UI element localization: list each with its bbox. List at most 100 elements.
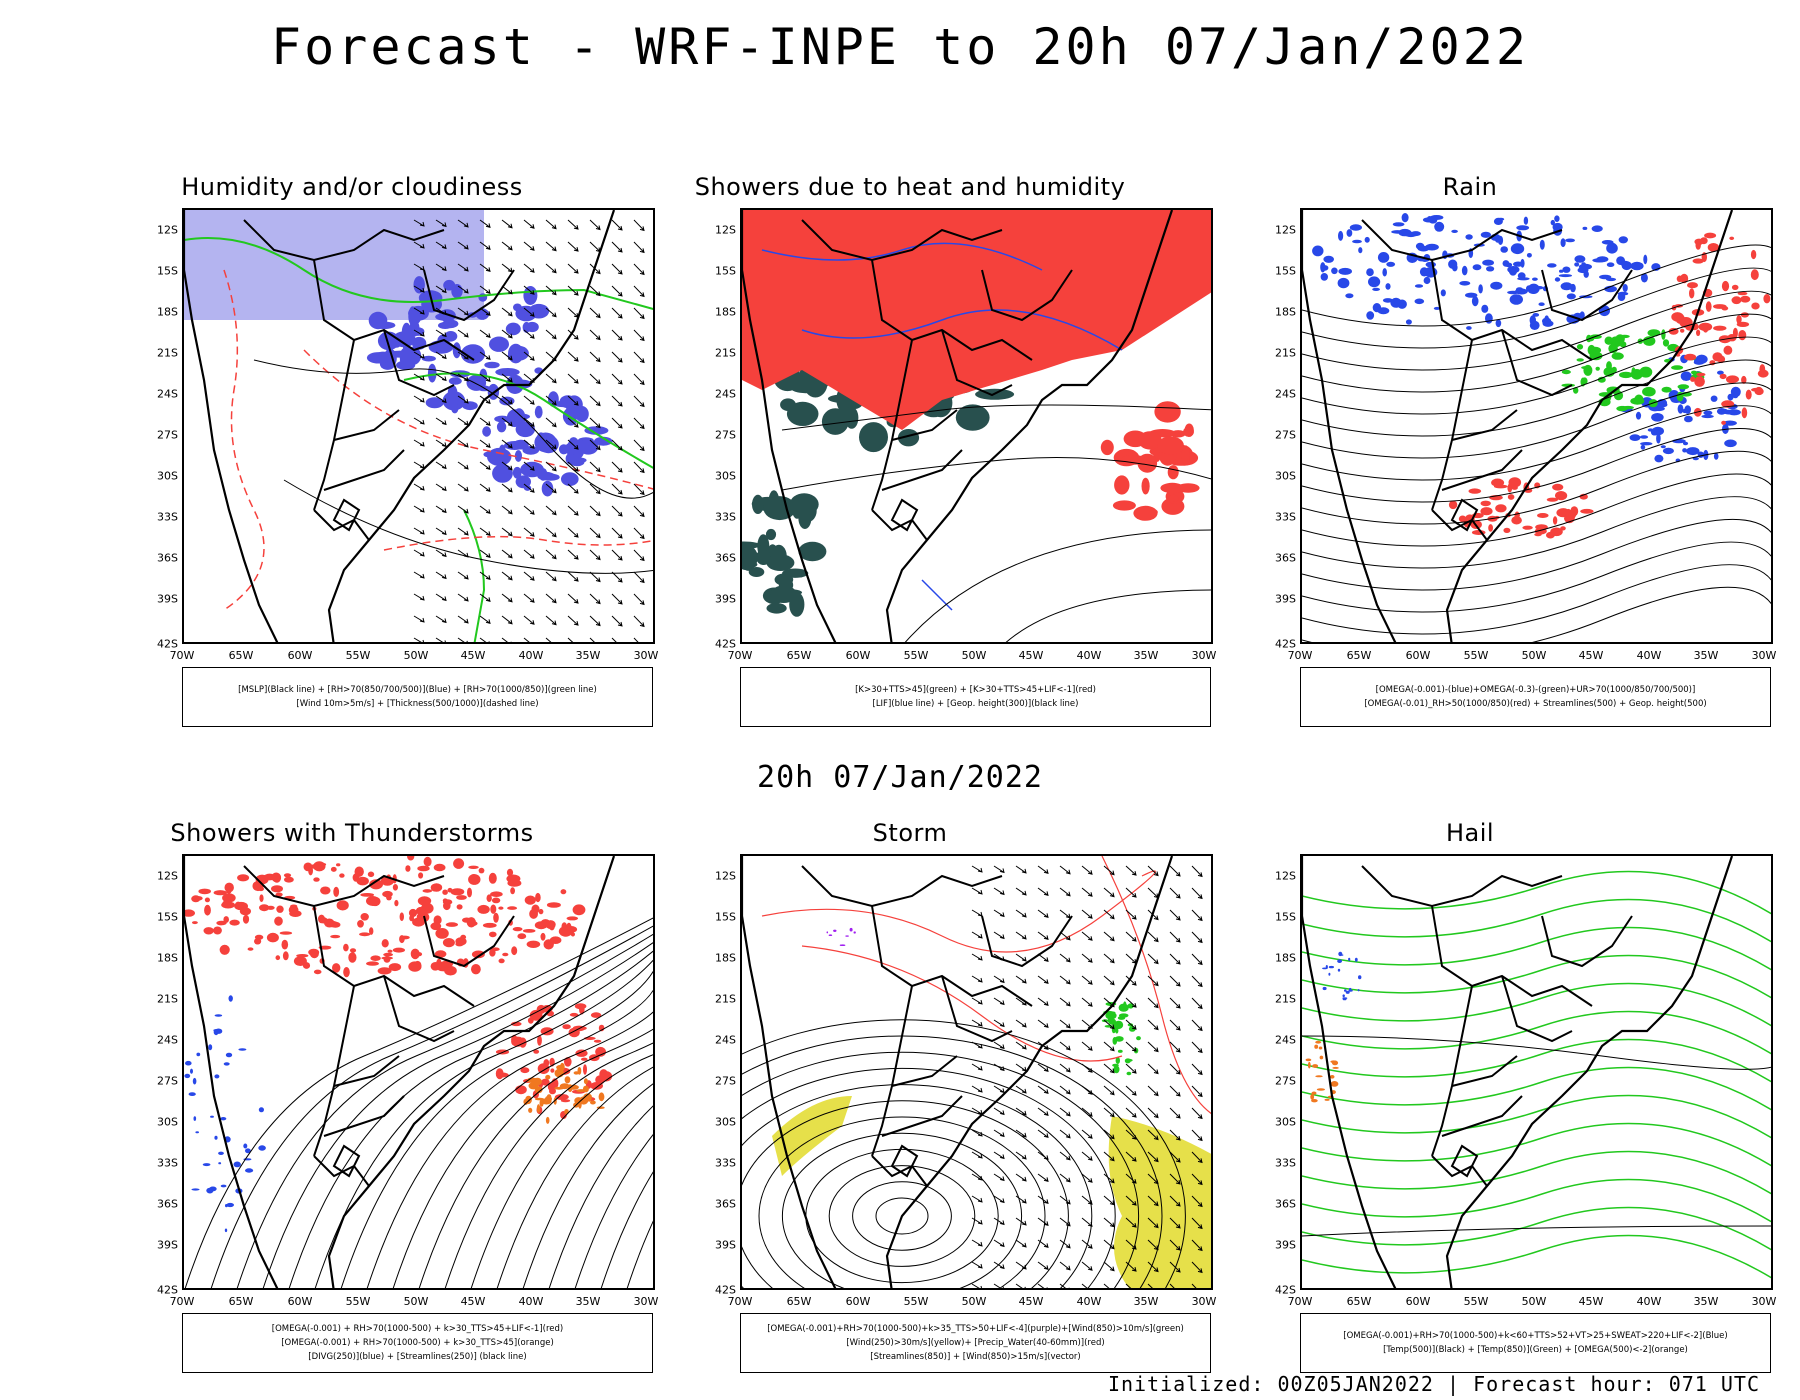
lon-tick-label: 60W	[845, 649, 871, 662]
legend-line: [Temp(500)](Black) + [Temp(850)](Green) …	[1383, 1345, 1688, 1355]
map-svg	[184, 210, 653, 642]
lat-tick-label: 18S	[1275, 951, 1296, 965]
lat-tick-label: 21S	[715, 992, 736, 1006]
lat-tick-label: 15S	[1275, 910, 1296, 924]
lat-tick-label: 15S	[715, 264, 736, 278]
legend-line: [Streamlines(850)] + [Wind(850)>15m/s](v…	[870, 1352, 1081, 1362]
lon-tick-label: 50W	[1521, 649, 1547, 662]
streamline-250	[574, 1134, 653, 1288]
lon-tick-label: 40W	[518, 649, 544, 662]
streamline-250	[340, 970, 653, 1288]
lat-tick-label: 12S	[715, 223, 736, 237]
lat-tick-label: 33S	[1275, 1156, 1296, 1170]
thunder-orange-area	[523, 1062, 605, 1124]
streamline-500	[1302, 359, 1771, 437]
precip-water-red-3	[1101, 856, 1211, 1114]
lon-tick-label: 40W	[1076, 1295, 1102, 1308]
lon-tick-label: 70W	[169, 1295, 195, 1308]
lon-tick-label: 35W	[1693, 649, 1719, 662]
panel-legend: [K>30+TTS>45](green) + [K>30+TTS>45+LIF<…	[740, 667, 1211, 727]
lon-tick-label: 35W	[575, 1295, 601, 1308]
coastline	[742, 210, 1174, 642]
legend-line: [OMEGA(-0.001) + RH>70(1000-500) + k>30_…	[281, 1338, 554, 1348]
streamline-250	[392, 1011, 653, 1288]
coastline	[742, 856, 1174, 1288]
lat-tick-label: 24S	[157, 387, 178, 401]
streamline-250	[262, 942, 653, 1288]
lon-tick-label: 65W	[1346, 649, 1372, 662]
lat-tick-label: 15S	[157, 910, 178, 924]
streamline-850	[758, 1116, 1046, 1288]
streamline-500	[1302, 518, 1771, 591]
legend-line: [K>30+TTS>45](green) + [K>30+TTS>45+LIF<…	[855, 685, 1096, 695]
temp850-green	[1302, 1094, 1771, 1139]
lif-blue-line-3	[921, 579, 953, 611]
lat-tick-label: 12S	[1275, 223, 1296, 237]
legend-line: [Wind 10m>5m/s] + [Thickness(500/1000)](…	[296, 699, 539, 709]
lat-tick-label: 36S	[157, 1197, 178, 1211]
streamline-500	[1302, 405, 1771, 481]
lat-tick-label: 21S	[1275, 346, 1296, 360]
geop-height-line-3	[904, 529, 1211, 642]
lon-tick-label: 50W	[961, 649, 987, 662]
lon-tick-label: 65W	[786, 1295, 812, 1308]
lat-tick-label: 33S	[157, 1156, 178, 1170]
streamline-500	[1302, 450, 1771, 525]
temp850-green	[1302, 1150, 1771, 1195]
geop-height-line-1	[781, 404, 1211, 431]
lon-tick-label: 35W	[1133, 1295, 1159, 1308]
temp850-green	[1302, 870, 1771, 915]
lat-tick-label: 39S	[157, 592, 178, 606]
lat-tick-label: 21S	[715, 346, 736, 360]
lon-tick-label: 70W	[727, 649, 753, 662]
panel-title: Showers due to heat and humidity	[694, 173, 1126, 201]
political-borders	[1361, 865, 1633, 1187]
streamline-850	[742, 1051, 1140, 1288]
lat-tick-label: 42S	[1275, 1283, 1296, 1297]
lat-tick-label: 18S	[157, 951, 178, 965]
map-panel-2: Showers due to heat and humidity 12S 15S 18…	[630, 173, 1216, 748]
map-area	[182, 854, 655, 1290]
lat-tick-label: 18S	[715, 951, 736, 965]
legend-line: [OMEGA(-0.001)-(blue)+OMEGA(-0.3)-(green…	[1375, 685, 1696, 695]
lat-tick-label: 30S	[157, 1115, 178, 1129]
streamline-500	[1302, 496, 1771, 569]
lif-blue-line-2	[801, 309, 1123, 351]
streamline-250	[288, 950, 653, 1288]
lon-tick-label: 30W	[633, 649, 659, 662]
map-svg	[184, 856, 653, 1288]
streamline-500	[1302, 473, 1771, 547]
lat-tick-label: 18S	[1275, 305, 1296, 319]
lon-tick-label: 40W	[1076, 649, 1102, 662]
temp850-green	[1302, 954, 1771, 999]
lat-tick-label: 42S	[1275, 637, 1296, 651]
streamline-250	[548, 1105, 653, 1288]
lat-tick-label: 39S	[1275, 592, 1296, 606]
political-borders	[243, 219, 515, 541]
map-area	[740, 854, 1213, 1290]
political-borders	[243, 865, 515, 1187]
panel-title: Rain	[1442, 173, 1498, 201]
lon-tick-label: 65W	[228, 649, 254, 662]
lon-tick-label: 65W	[786, 649, 812, 662]
lon-tick-label: 35W	[575, 649, 601, 662]
lon-tick-label: 40W	[1636, 1295, 1662, 1308]
lon-tick-label: 70W	[1287, 1295, 1313, 1308]
lon-tick-label: 70W	[727, 1295, 753, 1308]
lat-tick-label: 21S	[157, 992, 178, 1006]
lat-tick-label: 33S	[715, 510, 736, 524]
streamline-250	[236, 933, 653, 1288]
lon-tick-label: 55W	[345, 649, 371, 662]
lon-tick-label: 65W	[1346, 1295, 1372, 1308]
lon-tick-label: 70W	[169, 649, 195, 662]
streamline-250	[522, 1083, 653, 1288]
lif-blue-line	[761, 242, 1043, 271]
lon-tick-label: 45W	[1578, 649, 1604, 662]
lat-tick-label: 27S	[157, 428, 178, 442]
lat-tick-label: 18S	[715, 305, 736, 319]
streamline-850	[742, 1084, 1093, 1288]
lat-tick-label: 27S	[715, 1074, 736, 1088]
hail-blue-area	[1322, 951, 1362, 1001]
lat-tick-label: 42S	[715, 1283, 736, 1297]
legend-line: [OMEGA(-0.001) + RH>70(1000-500) + k>30_…	[271, 1324, 564, 1334]
